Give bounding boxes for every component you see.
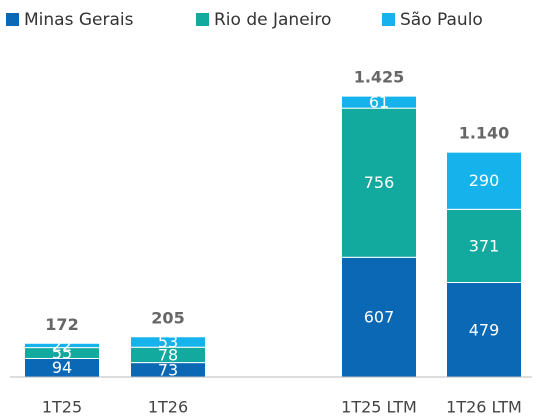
segment-label: 479 — [469, 320, 500, 339]
segment-label: 78 — [158, 345, 178, 364]
legend-swatch — [6, 13, 19, 26]
legend-swatch — [196, 13, 209, 26]
segment-label: 22 — [52, 336, 72, 355]
segment-label: 53 — [158, 332, 178, 351]
total-label: 1.425 — [354, 68, 405, 87]
bar-segment — [446, 151, 522, 210]
segment-label: 94 — [52, 358, 72, 377]
x-tick-label: 1T25 — [42, 398, 82, 417]
legend-label: Rio de Janeiro — [214, 10, 331, 30]
x-tick-label: 1T25 LTM — [341, 398, 417, 417]
segment-label: 290 — [469, 171, 500, 190]
legend-label: São Paulo — [400, 10, 483, 30]
total-label: 172 — [45, 315, 78, 334]
segment-label: 55 — [52, 344, 72, 363]
segment-label: 371 — [469, 236, 500, 255]
segment-label: 756 — [364, 173, 395, 192]
x-tick-label: 1T26 — [148, 398, 188, 417]
total-label: 1.140 — [459, 124, 510, 143]
bar-segment — [24, 342, 100, 349]
bar-segment — [130, 336, 206, 348]
segment-label: 73 — [158, 360, 178, 379]
legend-swatch — [382, 13, 395, 26]
segment-label: 607 — [364, 308, 395, 327]
legend-label: Minas Gerais — [24, 10, 134, 30]
segment-label: 61 — [369, 93, 389, 112]
total-label: 205 — [151, 308, 184, 327]
bar-segment — [446, 208, 522, 284]
x-tick-label: 1T26 LTM — [446, 398, 522, 417]
bar-segment — [341, 95, 417, 109]
